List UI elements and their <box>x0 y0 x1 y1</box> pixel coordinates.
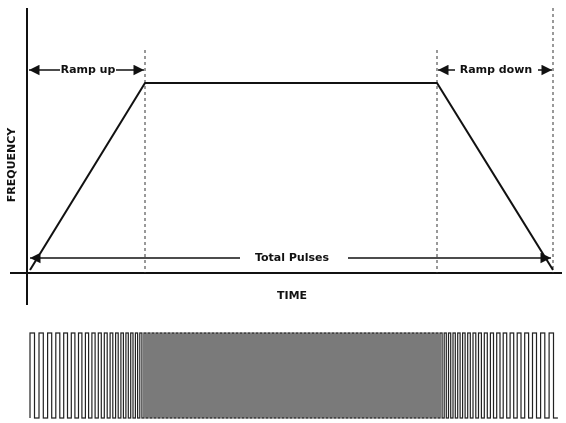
frequency-profile <box>29 82 554 271</box>
x-axis-label: TIME <box>277 289 307 302</box>
ramp-down-label: Ramp down <box>460 63 532 76</box>
total-pulses-label: Total Pulses <box>255 251 330 264</box>
ramp-up-label: Ramp up <box>61 63 116 76</box>
pulse-train <box>29 332 558 419</box>
y-axis-label: FREQUENCY <box>5 127 18 203</box>
